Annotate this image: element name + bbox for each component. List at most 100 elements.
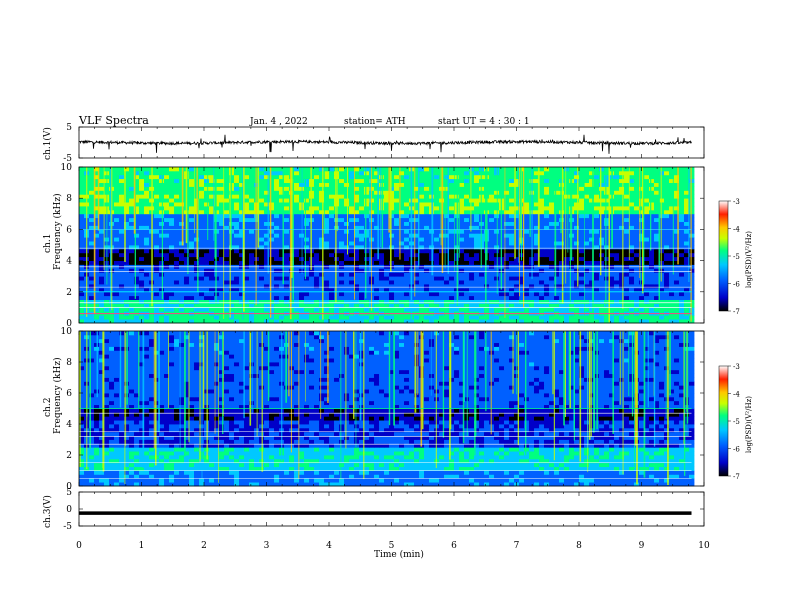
spectrogram-cell: [244, 190, 250, 195]
spectrogram-cell: [319, 303, 325, 308]
spectrogram-cell: [219, 170, 225, 176]
spectrogram-cell: [249, 186, 255, 191]
spectrogram-cell: [649, 256, 655, 261]
spectrogram-cell: [594, 245, 600, 250]
spectrogram-cell: [599, 174, 605, 180]
spectrogram-cell: [584, 284, 590, 289]
spectrogram-cell: [509, 213, 515, 219]
spectrogram-cell: [374, 291, 380, 297]
spectrogram-cell: [634, 229, 640, 234]
spectrogram-cell: [304, 198, 310, 203]
spectrogram-cell: [599, 237, 605, 242]
spectrogram-cell: [674, 284, 680, 289]
spectrogram-cell: [334, 272, 340, 277]
spectrogram-cell: [674, 190, 680, 195]
spectrogram-cell: [589, 237, 595, 242]
spectrogram-cell: [444, 186, 450, 191]
spectrogram-cell: [504, 229, 510, 234]
spectrogram-cell: [304, 186, 310, 191]
spectrogram-cell: [224, 213, 230, 219]
spectrogram-cell: [249, 315, 255, 320]
spectrogram-cell: [494, 221, 500, 226]
spectrogram-cell: [304, 245, 310, 250]
spectrogram-cell: [419, 190, 425, 195]
spectrogram-cell: [584, 174, 590, 180]
spectrogram-cell: [209, 174, 215, 180]
spectrogram-cell: [134, 276, 140, 281]
spectrogram-cell: [644, 252, 650, 258]
spectrogram-cell: [199, 206, 205, 211]
spectrogram-cell: [479, 272, 485, 277]
spectrogram-cell: [274, 315, 280, 320]
spectrogram-cell: [384, 170, 390, 176]
spectrogram-cell: [284, 241, 290, 246]
spectrogram-cell: [134, 206, 140, 211]
spectrogram-cell: [424, 206, 430, 211]
spectrogram-cell: [239, 174, 245, 180]
spectrogram-cell: [579, 299, 585, 304]
spectrogram-cell: [184, 260, 190, 265]
spectrogram-cell: [414, 198, 420, 203]
spectrogram-cell: [139, 252, 145, 258]
spectrogram-cell: [569, 284, 575, 289]
spectrogram-cell: [484, 260, 490, 265]
spectrogram-cell: [99, 307, 105, 312]
spectrogram-cell: [239, 190, 245, 195]
spectrogram-cell: [529, 287, 535, 293]
spectrogram-cell: [579, 209, 585, 215]
spectrogram-cell: [174, 202, 180, 207]
spectrogram-cell: [79, 319, 85, 324]
spectrogram-cell: [389, 268, 395, 273]
spectrogram-cell: [609, 260, 615, 265]
spectrogram-cell: [684, 178, 690, 183]
spectrogram-cell: [179, 260, 185, 265]
spectrogram-cell: [304, 256, 310, 261]
spectrogram-cell: [119, 194, 125, 199]
spectrogram-cell: [554, 202, 560, 207]
spectrogram-cell: [274, 245, 280, 250]
spectrogram-cell: [394, 307, 400, 312]
spectrogram-cell: [404, 291, 410, 297]
spectrogram-cell: [529, 303, 535, 308]
spectrogram-cell: [594, 229, 600, 234]
spectrogram-cell: [134, 287, 140, 293]
spectrogram-cell: [419, 299, 425, 304]
spectrogram-cell: [519, 260, 525, 265]
spectrogram-cell: [539, 190, 545, 195]
spectrogram-cell: [359, 260, 365, 265]
spectrogram-cell: [264, 252, 270, 258]
spectrogram-cell: [94, 272, 100, 277]
spectrogram-cell: [539, 233, 545, 238]
spectrogram-cell: [304, 295, 310, 300]
spectrogram-cell: [319, 202, 325, 207]
spectrogram-cell: [514, 291, 520, 297]
spectrogram-cell: [669, 276, 675, 281]
spectrogram-cell: [489, 217, 495, 222]
spectrogram-cell: [544, 252, 550, 258]
spectrogram-cell: [634, 190, 640, 195]
spectrogram-cell: [304, 291, 310, 297]
spectrogram-cell: [614, 287, 620, 293]
spectrogram-cell: [344, 221, 350, 226]
spectrogram-cell: [459, 284, 465, 289]
spectrogram-cell: [264, 198, 270, 203]
spectrogram-cell: [684, 319, 690, 324]
spectrogram-cell: [539, 241, 545, 246]
spectrogram-cell: [284, 268, 290, 273]
spectrogram-cell: [404, 225, 410, 230]
spectrogram-cell: [364, 241, 370, 246]
spectrogram-cell: [534, 225, 540, 230]
spectrogram-cell: [304, 225, 310, 230]
spectrogram-cell: [614, 291, 620, 297]
spectrogram-cell: [634, 315, 640, 320]
spectrogram-cell: [449, 186, 455, 191]
spectrogram-cell: [184, 256, 190, 261]
spectrogram-cell: [164, 299, 170, 304]
spectrogram-cell: [204, 198, 210, 203]
spectrogram-cell: [264, 284, 270, 289]
spectrogram-cell: [494, 186, 500, 191]
spectrogram-cell: [649, 209, 655, 215]
spectrogram-cell: [604, 213, 610, 219]
spectrogram-cell: [474, 229, 480, 234]
spectrogram-cell: [609, 319, 615, 324]
